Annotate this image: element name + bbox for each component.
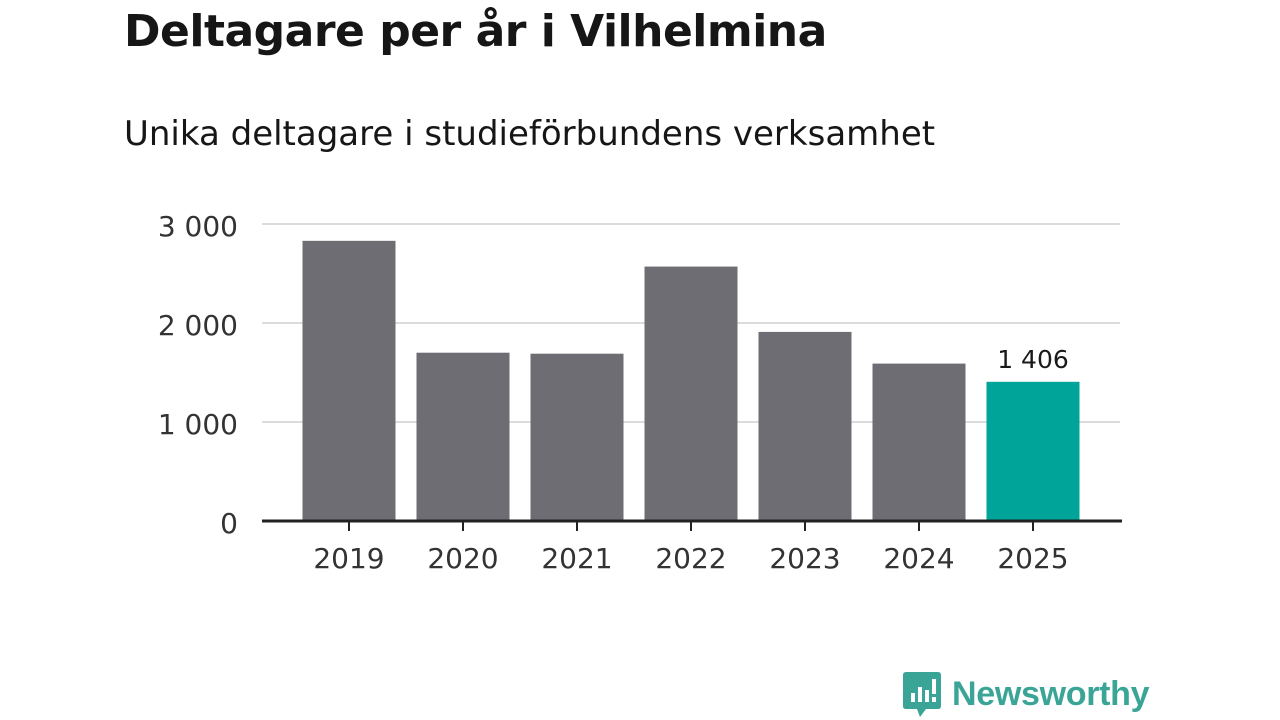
brand-logo: Newsworthy (902, 670, 1150, 718)
x-tick-label: 2020 (427, 542, 498, 575)
x-tick-label: 2022 (655, 542, 726, 575)
bar-2022 (644, 266, 738, 521)
y-tick-label: 2 000 (158, 309, 238, 342)
data-label: 1 406 (997, 345, 1069, 374)
bar-2020 (416, 352, 510, 521)
bar-2023 (758, 331, 852, 521)
chart-title: Deltagare per år i Vilhelmina (124, 6, 827, 57)
x-tick-label: 2024 (883, 542, 954, 575)
y-tick-label: 1 000 (158, 408, 238, 441)
bar-2021 (530, 353, 624, 521)
x-tick-label: 2025 (997, 542, 1068, 575)
x-tick-label: 2021 (541, 542, 612, 575)
bar-2019 (302, 240, 396, 521)
bar-2025 (986, 381, 1080, 521)
y-tick-label: 0 (220, 507, 238, 540)
bar-2024 (872, 363, 966, 521)
y-tick-label: 3 000 (158, 210, 238, 243)
x-tick-label: 2019 (313, 542, 384, 575)
chart-subtitle: Unika deltagare i studieförbundens verks… (124, 114, 936, 154)
x-tick-label: 2023 (769, 542, 840, 575)
brand-name: Newsworthy (952, 674, 1150, 713)
newsworthy-logo-icon (903, 672, 941, 717)
